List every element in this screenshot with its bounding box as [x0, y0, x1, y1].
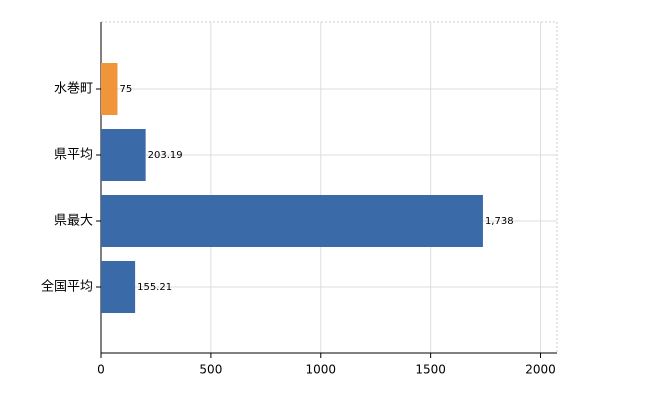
y-tick-label: 県平均 — [54, 148, 93, 163]
value-label: 155.21 — [137, 282, 172, 293]
value-label: 203.19 — [148, 150, 183, 161]
value-label: 1,738 — [485, 216, 514, 227]
y-tick-label: 水巻町 — [54, 82, 93, 97]
bar — [101, 63, 118, 115]
x-tick-label: 2000 — [525, 363, 556, 377]
y-tick-label: 全国平均 — [41, 279, 93, 295]
x-tick-label: 0 — [97, 363, 105, 377]
bar — [101, 195, 483, 247]
x-tick-label: 500 — [199, 363, 222, 377]
y-tick-label: 県最大 — [54, 214, 93, 229]
bar — [101, 129, 146, 181]
x-tick-label: 1500 — [415, 363, 446, 377]
value-label: 75 — [119, 84, 132, 95]
x-tick-label: 1000 — [305, 363, 336, 377]
bar — [101, 261, 136, 313]
